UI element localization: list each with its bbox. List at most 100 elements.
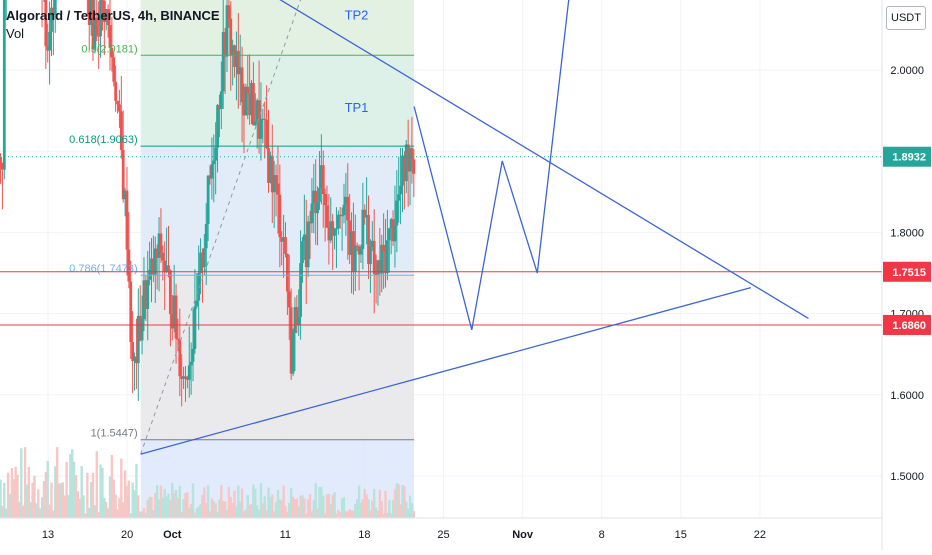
fib-zone	[140, 275, 415, 440]
volume-bar	[306, 499, 310, 518]
volume-bar	[35, 503, 38, 518]
candle-body	[321, 165, 325, 195]
volume-bar	[23, 447, 27, 518]
candle-body	[355, 245, 359, 247]
trendline[interactable]	[140, 286, 752, 455]
volume-bar	[357, 485, 361, 518]
candle-body	[210, 164, 214, 179]
volume-bar	[106, 508, 110, 518]
candle-body	[204, 224, 208, 249]
volume-bar	[14, 466, 17, 518]
volume-bar	[31, 482, 34, 518]
candle-body	[165, 265, 169, 272]
volume-bar	[69, 453, 72, 518]
volume-bar	[318, 487, 321, 518]
volume-bar	[89, 482, 93, 518]
volume-bar	[112, 479, 115, 518]
currency-button[interactable]: USDT	[886, 6, 926, 30]
volume-bar	[329, 504, 332, 518]
volume-bar	[356, 499, 359, 518]
volume-bar	[123, 470, 127, 518]
candle-body	[174, 295, 178, 339]
price-tag-label: 1.6860	[892, 320, 926, 332]
volume-bar	[246, 495, 249, 518]
candle-body	[191, 348, 195, 362]
fib-level-label: 1(1.5447)	[91, 428, 138, 440]
volume-bar	[0, 479, 2, 518]
candle-body	[119, 111, 123, 150]
chart-header: Algorand / TetherUS, 4h, BINANCE Vol	[6, 8, 220, 41]
volume-bar	[308, 494, 312, 518]
candle-body	[350, 231, 353, 255]
candle-body	[135, 356, 138, 364]
volume-bar	[127, 480, 131, 518]
volume-bar	[361, 499, 365, 518]
volume-bar	[371, 500, 374, 518]
candle-body	[185, 376, 189, 380]
candle-body	[199, 252, 202, 274]
volume-bar	[137, 495, 140, 518]
candle-body	[412, 159, 416, 174]
candle-body	[167, 265, 170, 271]
volume-bar	[199, 504, 202, 518]
volume-bar	[412, 511, 416, 518]
candle-body	[278, 194, 282, 238]
volume-bar	[46, 460, 49, 518]
candle-body	[397, 194, 401, 201]
candle-body	[399, 185, 403, 195]
volume-bar	[103, 497, 106, 518]
volume-bar	[222, 501, 225, 518]
volume-bar	[201, 494, 204, 518]
candle-body	[201, 252, 204, 268]
candle-body	[227, 5, 231, 19]
candle-body	[138, 315, 142, 341]
volume-bar	[363, 488, 366, 518]
volume-bar	[274, 501, 278, 518]
volume-bar	[252, 484, 255, 518]
candle-body	[242, 102, 246, 116]
symbol-title[interactable]: Algorand / TetherUS, 4h, BINANCE	[6, 8, 220, 23]
volume-bar	[408, 495, 412, 518]
candle-body	[333, 228, 336, 236]
volume-bar	[101, 467, 104, 518]
candle-body	[357, 246, 361, 255]
trendline[interactable]	[90, 0, 809, 320]
volume-bar	[21, 505, 25, 518]
tp-annotation[interactable]: TP2	[345, 8, 369, 23]
candle-body	[393, 225, 397, 242]
candle-body	[50, 7, 53, 32]
candle-body	[402, 155, 406, 182]
volume-bar	[320, 486, 323, 518]
volume-bar	[337, 510, 340, 518]
volume-bar	[231, 502, 234, 518]
candle-body	[208, 175, 212, 179]
volume-bar	[225, 509, 229, 518]
tp-annotation[interactable]: TP1	[345, 100, 369, 115]
volume-bar	[295, 498, 299, 518]
volume-label[interactable]: Vol	[6, 26, 25, 41]
fib-level-label: 0.618(1.9063)	[69, 134, 138, 146]
candle-body	[314, 190, 318, 214]
candle-body	[161, 252, 165, 261]
candle-body	[293, 307, 297, 333]
candle-body	[282, 237, 286, 242]
volume-bar	[254, 488, 257, 518]
candle-body	[331, 221, 335, 236]
candle-body	[157, 233, 161, 258]
candle-body	[250, 82, 253, 116]
candle-body	[244, 86, 248, 116]
volume-bar	[54, 466, 57, 518]
volume-bar	[359, 502, 363, 518]
candle-body	[308, 221, 312, 224]
volume-bar	[152, 510, 155, 518]
candle-body	[265, 119, 269, 148]
volume-bar	[169, 499, 172, 518]
volume-bar	[248, 505, 251, 518]
volume-bar	[348, 509, 351, 518]
candle-body	[248, 93, 252, 116]
candle-body	[410, 148, 414, 160]
volume-bar	[291, 496, 295, 518]
projection-path[interactable]	[413, 0, 586, 331]
